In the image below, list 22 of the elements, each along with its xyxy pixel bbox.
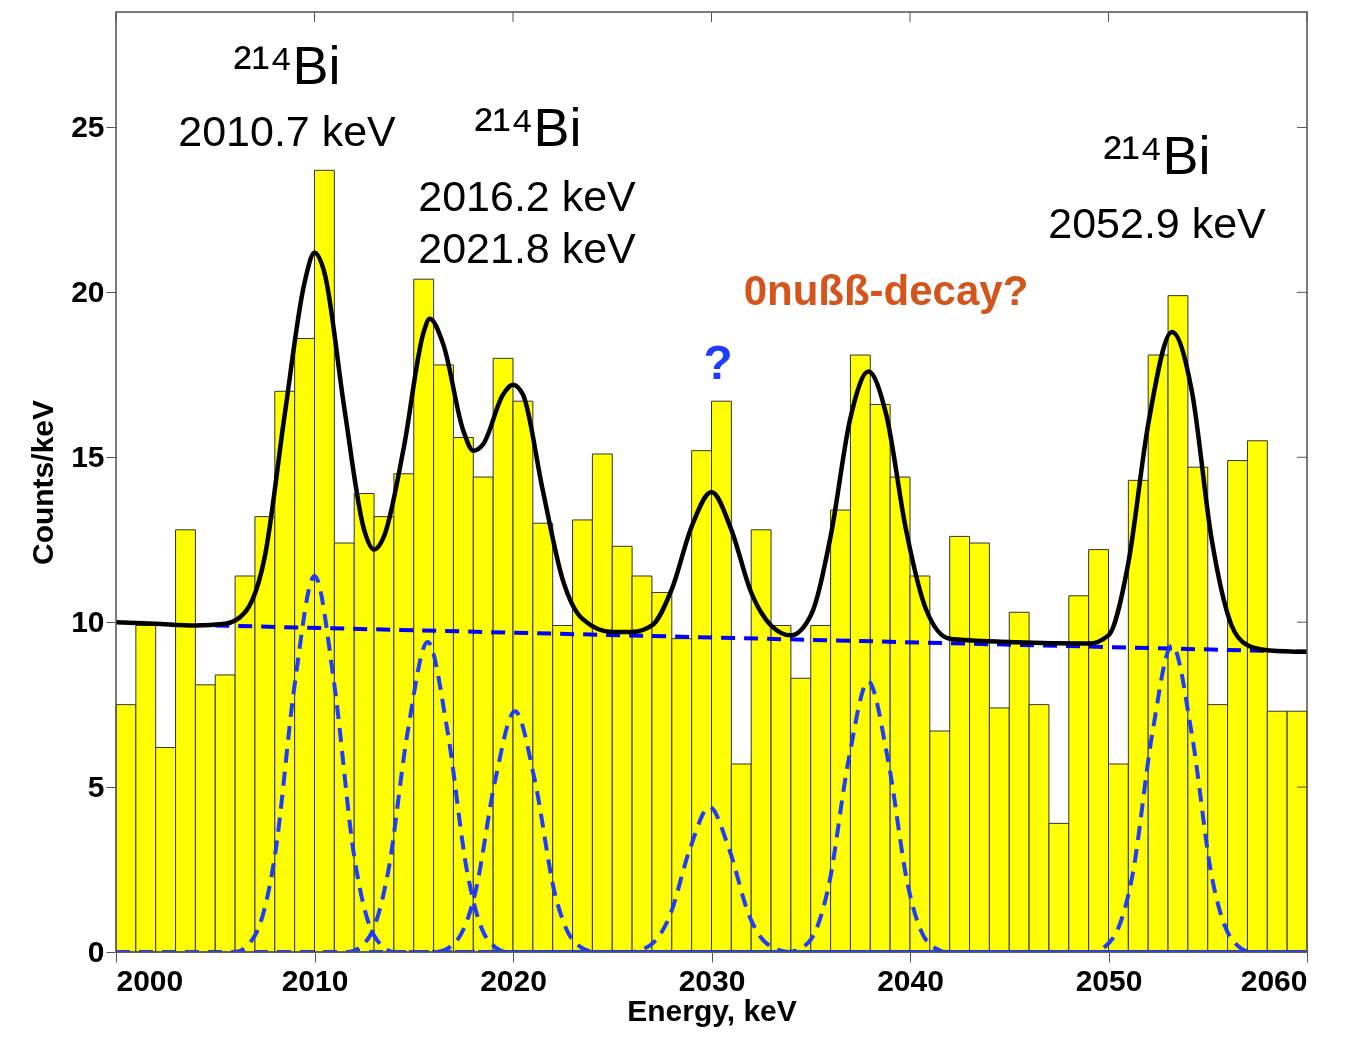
annotation: 2016.2 keV [418, 172, 637, 220]
x-tick-label: 2040 [877, 963, 944, 997]
x-tick-label: 2050 [1075, 963, 1143, 997]
annotation: ²¹⁴Bi [233, 35, 341, 95]
y-tick-label: 25 [71, 109, 105, 143]
y-tick-label: 5 [87, 769, 105, 803]
x-tick-label: 2000 [116, 963, 184, 997]
x-tick-label: 2020 [480, 963, 547, 997]
annotation: 2021.8 keV [418, 224, 637, 272]
annotation: 0nußß-decay? [743, 267, 1029, 314]
annotation: 2010.7 keV [178, 107, 397, 155]
y-tick-label: 10 [71, 604, 105, 638]
y-tick-label: 0 [87, 934, 105, 968]
y-axis-title: Counts/keV [26, 399, 60, 566]
y-tick-label: 20 [71, 274, 105, 308]
annotation: 2052.9 keV [1048, 199, 1267, 247]
x-tick-label: 2010 [281, 963, 349, 997]
annotation: ²¹⁴Bi [474, 97, 582, 157]
y-tick-label: 15 [71, 439, 105, 473]
x-tick-label: 2060 [1240, 963, 1308, 997]
annotation: ? [703, 336, 733, 389]
annotation: ²¹⁴Bi [1103, 125, 1211, 185]
